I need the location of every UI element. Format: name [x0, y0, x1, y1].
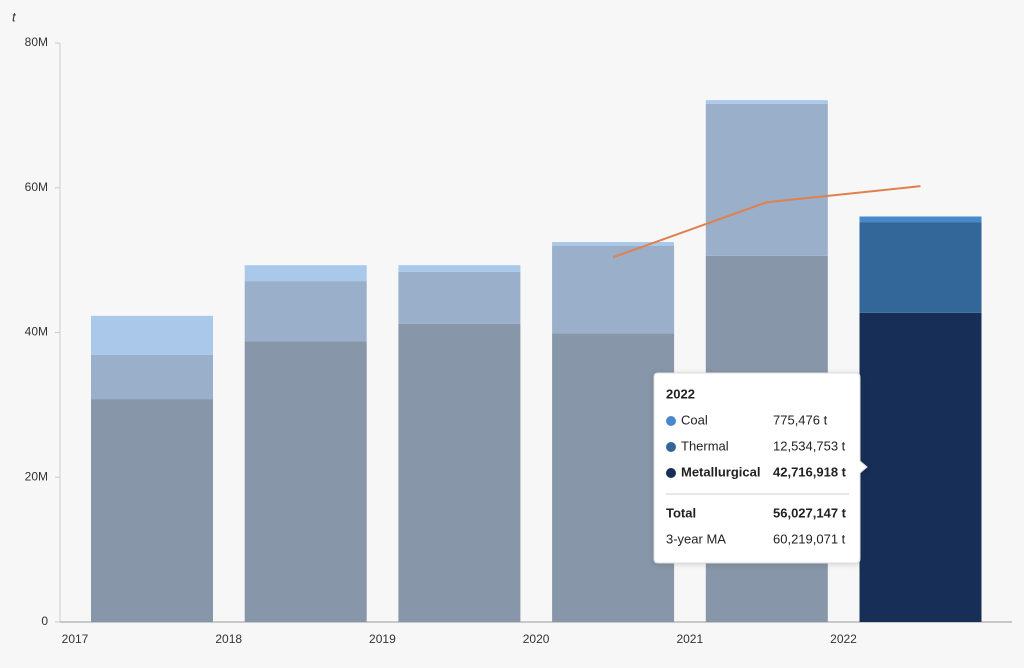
tooltip-series-name: Metallurgical [681, 464, 760, 479]
y-tick-label: 60M [25, 180, 48, 194]
tooltip-total-value: 56,027,147 t [773, 505, 847, 520]
tooltip-ma-value: 60,219,071 t [773, 531, 846, 546]
bar-segment [244, 265, 367, 282]
tooltip-series-name: Coal [681, 412, 708, 427]
tooltip-box [653, 372, 868, 564]
x-tick-label: 2022 [830, 632, 857, 646]
x-tick-label: 2018 [215, 632, 242, 646]
bar-segment [859, 222, 982, 313]
bar-segment [244, 281, 367, 342]
tooltip-swatch [666, 416, 676, 426]
x-tick-label: 2017 [62, 632, 89, 646]
bar-segment [705, 103, 828, 256]
bar-segment [552, 242, 675, 246]
moving-average-line [612, 185, 921, 259]
y-tick-label: 40M [25, 325, 48, 339]
tooltip-series-value: 12,534,753 t [773, 438, 846, 453]
tooltip-series-name: Thermal [681, 438, 729, 453]
x-tick-label: 2019 [369, 632, 396, 646]
bar-segment [705, 100, 828, 104]
bar-segment [244, 341, 367, 622]
bar-segment [859, 312, 982, 622]
tooltip: 2022 Coal 775,476 t Thermal 12,534,753 t Meta… [653, 372, 868, 564]
tooltip-ma-label: 3-year MA [666, 531, 726, 546]
y-tick-label: 20M [25, 469, 48, 483]
y-axis-unit: t [12, 9, 17, 24]
bar-segment [398, 271, 521, 324]
bar-segment [91, 399, 213, 622]
tooltip-swatch [666, 442, 676, 452]
x-tick-label: 2020 [523, 632, 550, 646]
x-tick-label: 2021 [676, 632, 703, 646]
bar-segment [398, 265, 521, 272]
bar-segment [91, 354, 213, 400]
tooltip-series-value: 42,716,918 t [773, 464, 847, 479]
bar-segment [398, 323, 521, 622]
tooltip-series-value: 775,476 t [773, 412, 828, 427]
bar-segment [91, 315, 213, 355]
bar-segment [859, 216, 982, 223]
bar-segment [552, 245, 675, 334]
y-tick-label: 0 [41, 614, 48, 628]
y-tick-label: 80M [25, 35, 48, 49]
tooltip-total-label: Total [666, 505, 696, 520]
tooltip-swatch [666, 468, 676, 478]
tooltip-title: 2022 [666, 386, 695, 401]
